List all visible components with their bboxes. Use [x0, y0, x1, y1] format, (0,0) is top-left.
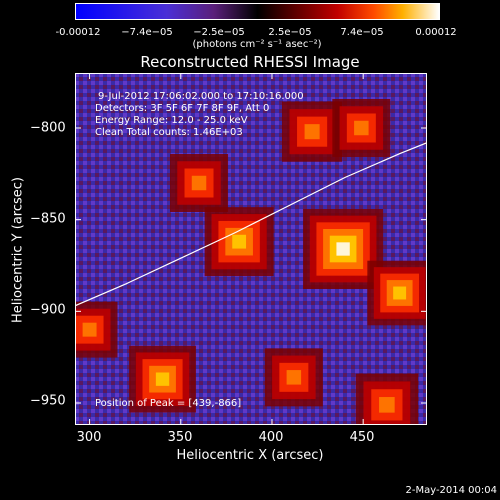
colorbar	[75, 3, 440, 20]
y-tick-label: −800	[30, 120, 66, 136]
y-tick-label: −900	[30, 302, 66, 318]
limb-curve	[75, 142, 427, 307]
emission-source	[232, 234, 247, 249]
timestamp: 2-May-2014 00:04	[405, 485, 497, 496]
colorbar-tick-label: −7.4e−05	[121, 27, 173, 38]
x-tick-label: 350	[167, 430, 193, 445]
plot-frame	[75, 73, 427, 425]
colorbar-tick-label: 0.00012	[415, 27, 457, 38]
emission-source	[304, 124, 320, 140]
x-tick-label: 300	[76, 430, 102, 445]
colorbar-tick-label: -0.00012	[55, 27, 101, 38]
emission-source	[82, 322, 97, 337]
emission-source	[191, 175, 207, 191]
peak-position: Position of Peak = [439,-866]	[95, 398, 242, 409]
clean-total-counts: Clean Total counts: 1.46E+03	[95, 127, 243, 138]
time-range: 9-Jul-2012 17:06:02.000 to 17:10:16.000	[98, 91, 304, 102]
source-layer	[75, 99, 427, 425]
colorbar-unit: (photons cm⁻² s⁻¹ asec⁻²)	[192, 39, 322, 50]
x-tick-label: 400	[258, 430, 284, 445]
y-tick-label: −950	[30, 393, 66, 409]
emission-source	[354, 120, 369, 136]
detectors: Detectors: 3F 5F 6F 7F 8F 9F, Att 0	[95, 103, 270, 114]
emission-source	[286, 370, 302, 385]
y-axis-label: Heliocentric Y (arcsec)	[10, 177, 26, 323]
emission-source	[336, 242, 350, 256]
emission-source	[393, 286, 407, 300]
emission-source	[155, 372, 170, 386]
emission-source	[379, 397, 395, 413]
x-tick-label: 450	[349, 430, 375, 445]
x-axis-label: Heliocentric X (arcsec)	[176, 448, 324, 463]
colorbar-tick-label: −2.5e−05	[193, 27, 245, 38]
axis-ticks	[75, 73, 427, 425]
chart-title: Reconstructed RHESSI Image	[140, 53, 360, 71]
colorbar-tick-label: 2.5e−05	[268, 27, 312, 38]
energy-range: Energy Range: 12.0 - 25.0 keV	[95, 115, 248, 126]
y-tick-label: −850	[30, 211, 66, 227]
heatmap-plot	[75, 73, 427, 425]
colorbar-tick-label: 7.4e−05	[340, 27, 384, 38]
